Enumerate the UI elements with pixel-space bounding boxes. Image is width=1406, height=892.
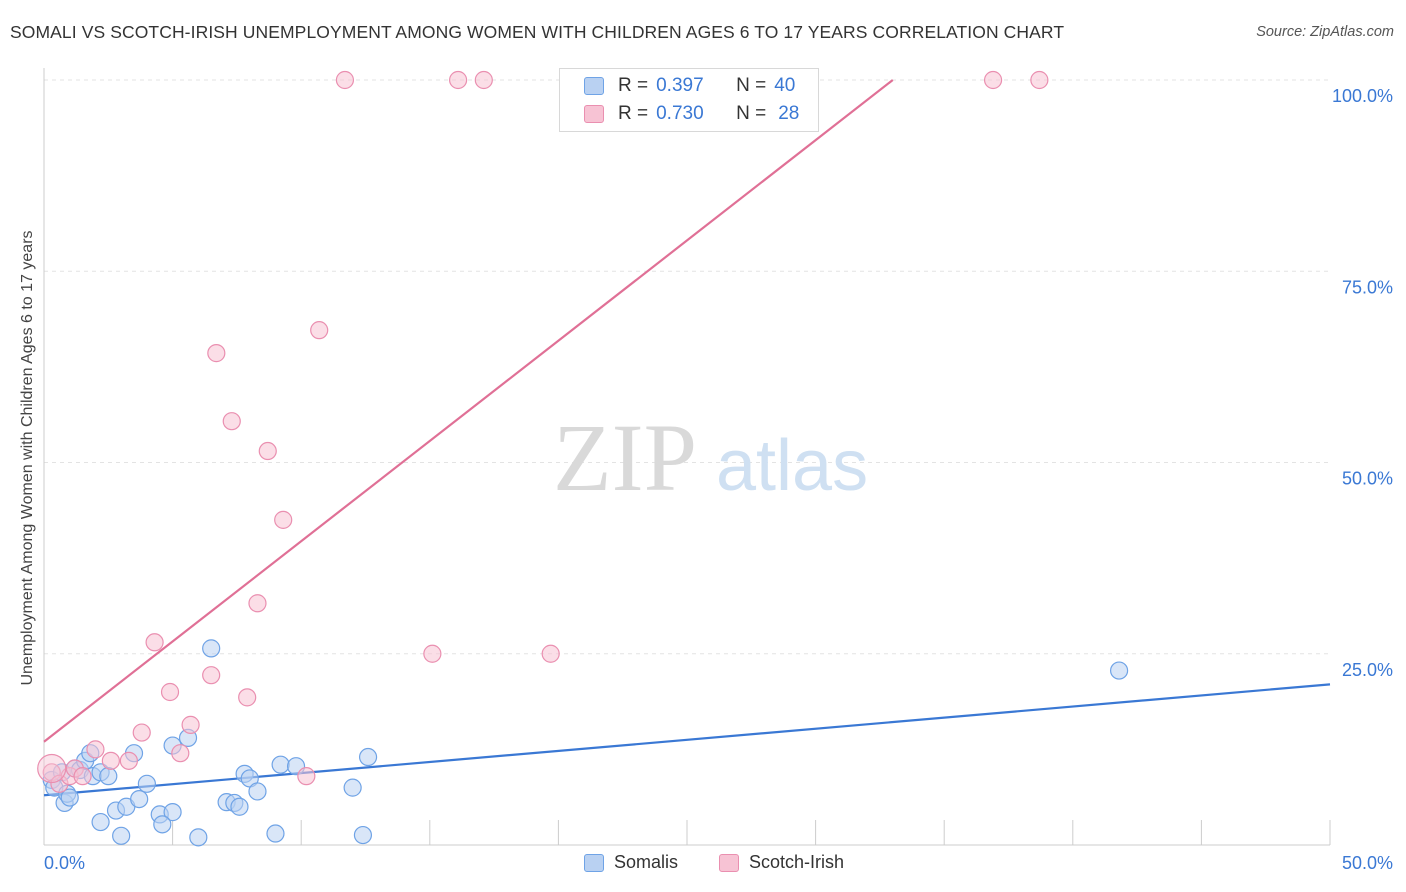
legend-swatch-scotch-irish	[584, 105, 604, 123]
watermark-atlas: atlas	[716, 426, 868, 506]
point-somalis	[202, 639, 221, 658]
bottom-legend-swatch-scotch-irish	[719, 853, 739, 872]
point-somalis	[130, 789, 149, 809]
point-scotch-irish	[73, 767, 92, 786]
point-scotch-irish	[132, 723, 151, 742]
legend-n-value: 28	[778, 103, 800, 124]
point-scotch-irish	[181, 715, 200, 734]
point-scotch-irish	[448, 70, 468, 90]
legend-swatch-somalis	[584, 77, 604, 95]
point-somalis	[60, 788, 79, 807]
point-scotch-irish	[202, 666, 221, 685]
x-tick-label: 0.0%	[44, 853, 85, 873]
point-scotch-irish	[310, 321, 329, 340]
point-somalis	[153, 815, 172, 834]
point-somalis	[189, 828, 208, 847]
x-tick-label: 50.0%	[1342, 853, 1393, 873]
point-somalis	[266, 824, 285, 843]
point-scotch-irish	[119, 751, 138, 770]
legend-row-scotch-irish: R = 0.730 N = 28	[584, 102, 799, 126]
point-scotch-irish	[335, 70, 355, 90]
point-scotch-irish	[423, 644, 442, 663]
legend-n-label: N =	[736, 75, 767, 96]
point-somalis	[112, 826, 131, 845]
point-scotch-irish	[297, 767, 316, 786]
legend-r-label: R =	[618, 75, 649, 96]
watermark: ZIP atlas	[553, 404, 868, 511]
point-somalis	[343, 778, 362, 797]
bottom-legend-swatch-somalis	[584, 853, 604, 872]
trend-line-scotch-irish	[43, 79, 894, 743]
grid	[44, 79, 1330, 655]
tick-labels: 25.0% 50.0% 75.0% 100.0% 0.0% 50.0%	[44, 86, 1393, 873]
point-scotch-irish	[145, 633, 164, 652]
point-scotch-irish	[274, 510, 293, 529]
point-scotch-irish	[1030, 70, 1049, 90]
point-scotch-irish	[541, 644, 560, 663]
legend-row-somalis: R = 0.397 N = 40	[584, 74, 795, 98]
watermark-zip: ZIP	[553, 404, 697, 511]
data-points	[37, 70, 1129, 847]
bottom-legend-scotch-irish: Scotch-Irish	[719, 852, 844, 873]
axes	[43, 68, 1331, 846]
point-scotch-irish	[258, 441, 277, 461]
point-scotch-irish	[248, 594, 267, 613]
point-scotch-irish	[207, 344, 226, 363]
point-scotch-irish	[474, 70, 493, 90]
y-tick-label: 100.0%	[1332, 86, 1393, 106]
point-scotch-irish-cluster	[37, 753, 67, 784]
point-scotch-irish	[160, 682, 180, 702]
point-somalis	[91, 812, 110, 832]
point-scotch-irish	[86, 740, 105, 759]
y-axis-title: Unemployment Among Women with Children A…	[19, 230, 36, 686]
bottom-legend-label-scotch-irish: Scotch-Irish	[749, 852, 845, 872]
point-scotch-irish	[101, 751, 120, 770]
point-somalis	[271, 755, 290, 774]
y-tick-label: 50.0%	[1342, 469, 1393, 489]
source-label: Source: ZipAtlas.com	[1256, 24, 1394, 40]
point-somalis	[163, 803, 182, 822]
legend-r-label: R =	[618, 103, 649, 124]
legend-n-value: 40	[774, 75, 796, 96]
bottom-legend-label-somalis: Somalis	[614, 852, 679, 872]
legend-n-label: N =	[736, 103, 767, 124]
point-scotch-irish	[171, 744, 190, 763]
point-scotch-irish	[238, 688, 257, 707]
bottom-legend-somalis: Somalis	[584, 852, 678, 873]
legend-r-value: 0.397	[656, 75, 704, 96]
point-scotch-irish	[983, 70, 1003, 90]
chart-title: SOMALI VS SCOTCH-IRISH UNEMPLOYMENT AMON…	[10, 22, 1065, 42]
point-scotch-irish	[222, 412, 241, 431]
point-somalis	[230, 797, 249, 816]
correlation-legend: R = 0.397 N = 40 R = 0.730 N = 28	[559, 68, 819, 132]
y-tick-label: 75.0%	[1342, 277, 1393, 297]
point-somalis	[1109, 661, 1129, 680]
point-somalis	[248, 782, 267, 801]
y-tick-label: 25.0%	[1342, 660, 1393, 680]
point-somalis	[137, 774, 156, 793]
point-somalis	[358, 747, 378, 767]
point-somalis	[353, 825, 373, 845]
legend-r-value: 0.730	[656, 103, 704, 124]
point-somalis	[99, 767, 118, 786]
